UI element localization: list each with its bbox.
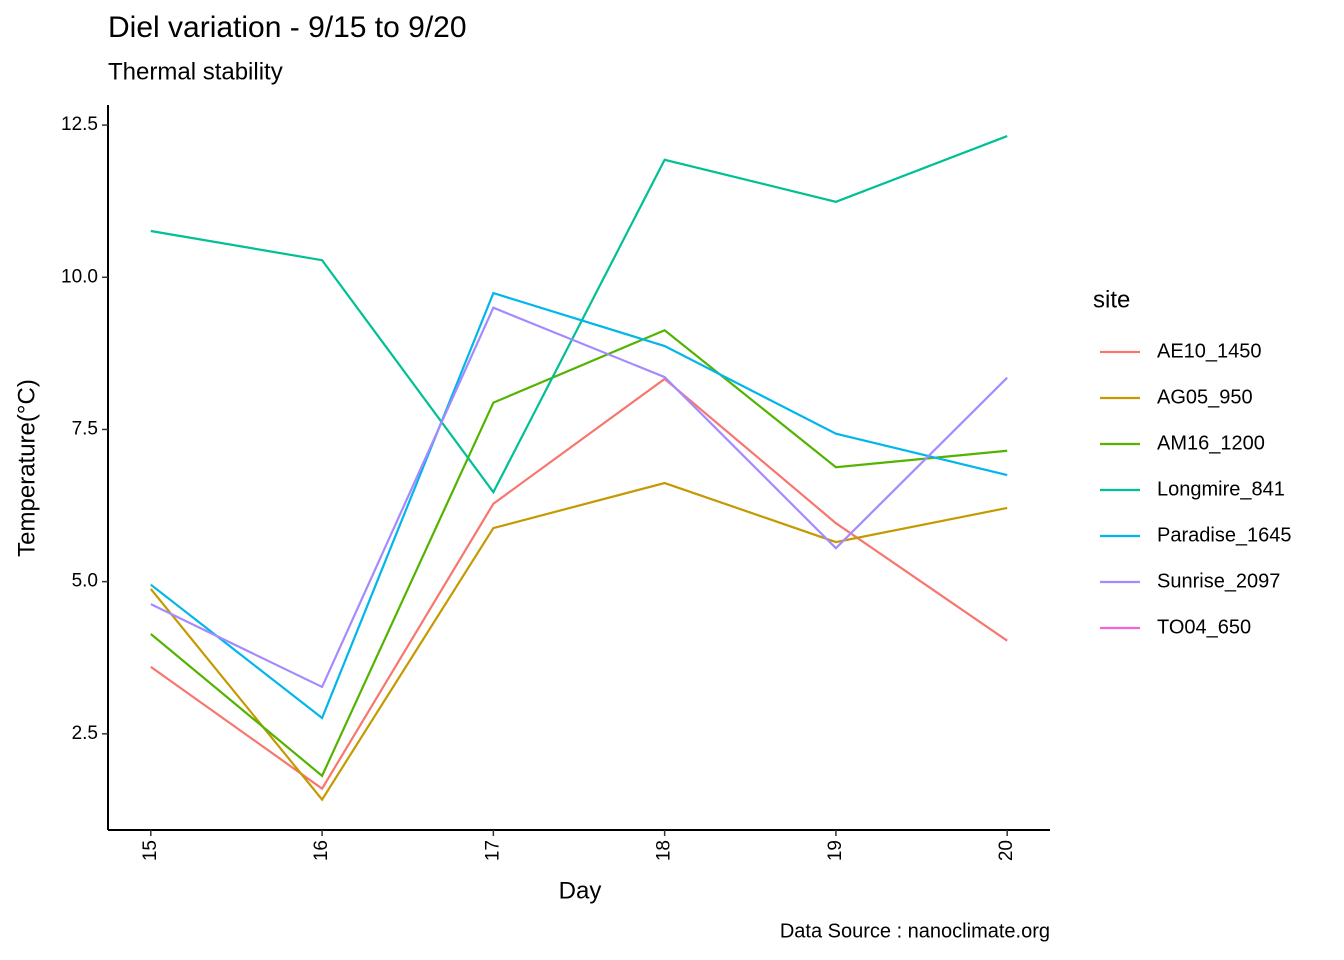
- chart-title: Diel variation - 9/15 to 9/20: [108, 11, 467, 44]
- caption: Data Source : nanoclimate.org: [780, 920, 1050, 942]
- series-line: [150, 377, 1008, 791]
- x-tick-label: 19: [825, 840, 846, 861]
- y-tick-label: 2.5: [72, 723, 98, 744]
- x-tick-label: 18: [654, 840, 675, 861]
- x-axis-label: Day: [559, 877, 602, 904]
- series-line: [150, 306, 1008, 689]
- series-line: [150, 328, 1008, 778]
- legend-label: AE10_1450: [1157, 340, 1262, 362]
- y-tick-label: 10.0: [61, 266, 98, 287]
- legend-label: Sunrise_2097: [1157, 570, 1280, 592]
- x-tick-label: 16: [311, 840, 332, 861]
- y-tick-label: 12.5: [61, 114, 98, 135]
- y-tick-label: 7.5: [72, 418, 98, 439]
- x-tick-label: 15: [140, 840, 161, 861]
- legend-label: TO04_650: [1157, 616, 1251, 638]
- series-line: [150, 135, 1008, 495]
- y-axis-label: Temperature(°C): [13, 379, 40, 557]
- legend-label: Paradise_1645: [1157, 524, 1292, 546]
- chart-subtitle: Thermal stability: [108, 58, 283, 85]
- legend-label: AM16_1200: [1157, 432, 1265, 454]
- series-line: [150, 291, 1008, 720]
- x-tick-label: 17: [482, 840, 503, 861]
- legend-label: AG05_950: [1157, 386, 1253, 408]
- legend-title: site: [1093, 286, 1130, 313]
- x-tick-label: 20: [996, 840, 1017, 861]
- series-line: [149, 481, 1008, 802]
- legend-label: Longmire_841: [1157, 478, 1285, 500]
- y-tick-label: 5.0: [72, 571, 98, 592]
